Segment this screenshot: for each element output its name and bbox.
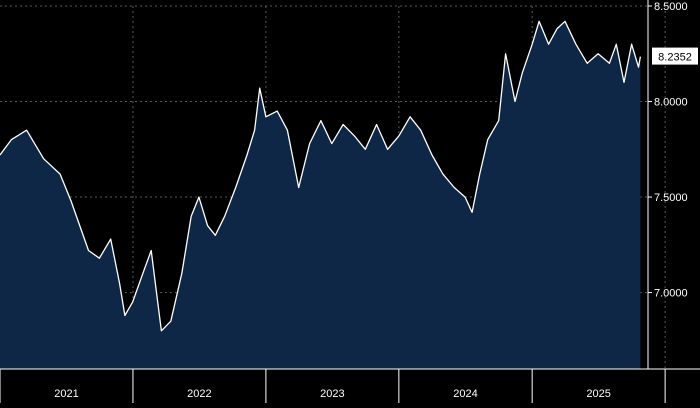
series-area [0,21,641,370]
last-value-box [652,47,698,65]
y-tick-label-1: 8.0000 [654,97,688,109]
x-tick-label-1: 2022 [187,388,211,400]
x-tick-label-0: 2021 [54,388,78,400]
y-tick-label-0: 8.5000 [654,1,688,13]
y-tick-label-3: 7.0000 [654,288,688,300]
x-axis-ticks: 2021 2022 2023 2024 2025 [0,369,666,403]
x-tick-label-4: 2025 [586,388,610,400]
y-tick-label-2: 7.5000 [654,192,688,204]
x-tick-label-2: 2023 [320,388,344,400]
x-tick-label-3: 2024 [453,388,477,400]
series-line [0,20,642,332]
last-value-label: 8.2352 [658,52,692,64]
last-value-marker: 8.2352 [652,47,698,65]
y-axis-ticks: 8.5000 8.0000 7.5000 7.0000 [648,1,688,300]
